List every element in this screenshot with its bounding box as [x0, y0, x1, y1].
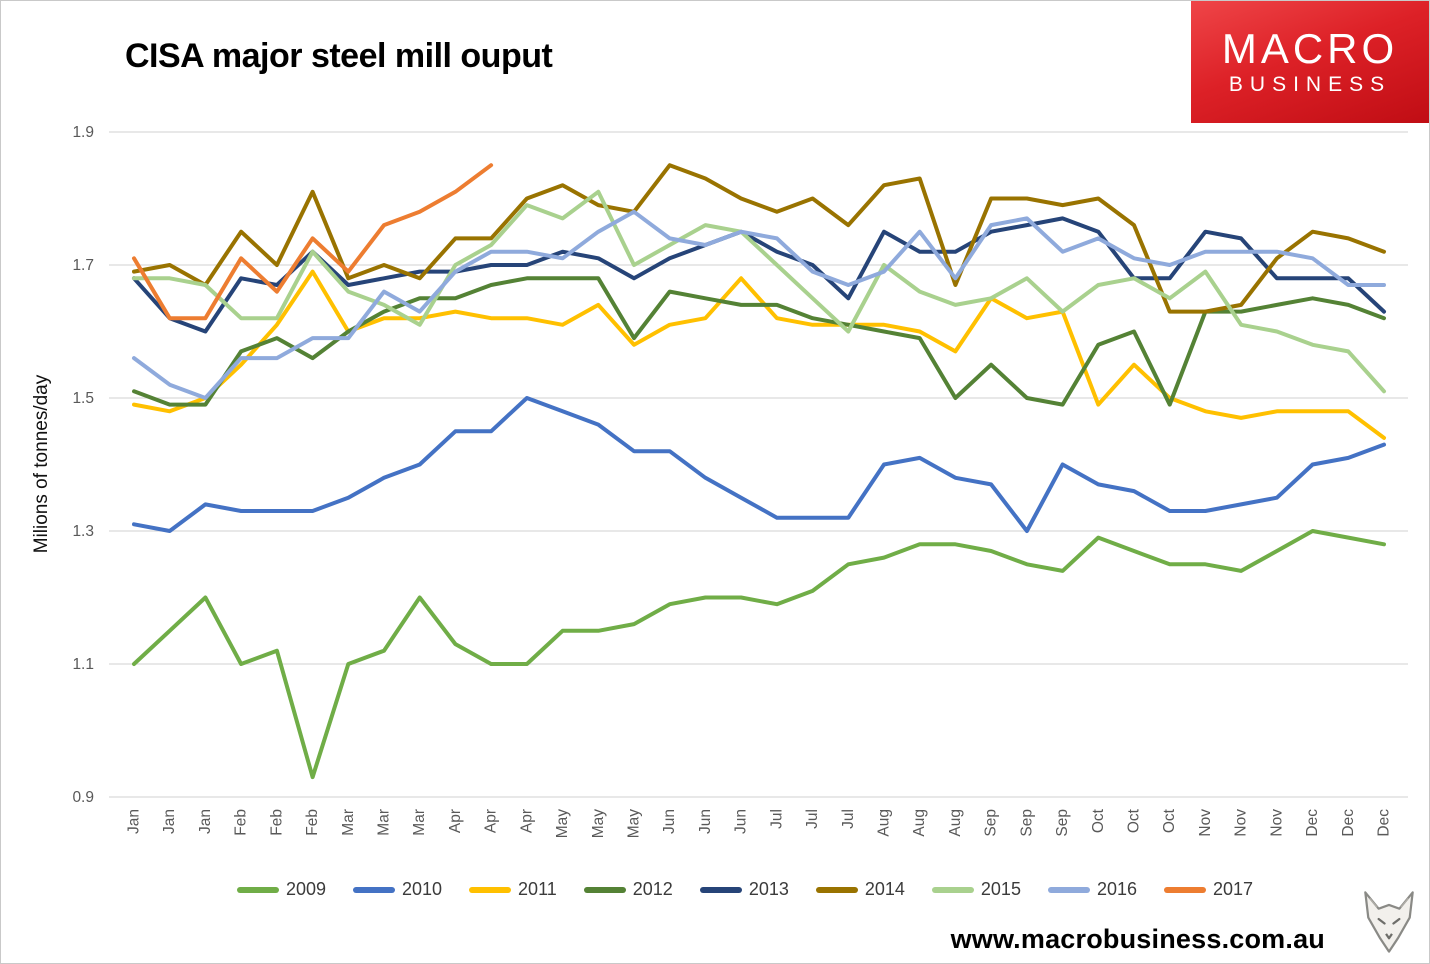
x-tick-label: Aug: [947, 809, 964, 837]
legend-item-2012: 2012: [583, 879, 673, 900]
x-tick-label: Nov: [1233, 809, 1250, 837]
chart-legend: 2009 2010 2011 2012 2013 2014 2015 2016 2017: [61, 879, 1429, 900]
legend-label-2014: 2014: [864, 879, 905, 899]
x-tick-label: May: [590, 809, 607, 839]
series-line-2013: [132, 216, 1386, 334]
x-tick-label: Jun: [697, 809, 714, 834]
legend-label-2012: 2012: [632, 879, 673, 899]
x-tick-label: Sep: [1018, 809, 1035, 837]
x-tick-label: Dec: [1376, 809, 1393, 837]
series-line-2012: [132, 276, 1386, 407]
x-tick-label: Jul: [804, 809, 821, 829]
chart-title: CISA major steel mill ouput: [125, 37, 553, 75]
legend-label-2011: 2011: [518, 879, 557, 899]
legend-label-2009: 2009: [285, 879, 326, 899]
y-tick-label: 0.9: [72, 789, 94, 806]
series-line-2015: [132, 189, 1386, 394]
legend-item-2009: 2009: [236, 879, 326, 900]
logo-line2: BUSINESS: [1228, 73, 1392, 97]
logo-line1: MACRO: [1221, 24, 1399, 72]
x-tick-label: Mar: [376, 809, 393, 836]
series-line-2010: [132, 396, 1386, 533]
legend-swatch-2011: [469, 886, 512, 893]
x-tick-label: Jul: [840, 809, 857, 829]
x-tick-label: Apr: [447, 809, 464, 833]
x-tick-label: Jan: [161, 809, 178, 834]
legend-swatch-2016: [1047, 886, 1090, 893]
legend-label-2015: 2015: [980, 879, 1021, 899]
legend-swatch-2017: [1164, 886, 1206, 893]
series-line-2016: [132, 209, 1386, 400]
x-tick-label: Jan: [126, 809, 143, 834]
y-tick-label: 1.7: [72, 257, 94, 274]
x-tick-label: Jun: [661, 809, 678, 834]
y-tick-label: 1.9: [72, 124, 94, 141]
x-tick-label: Feb: [304, 809, 321, 836]
series-line-2017: [132, 163, 494, 321]
x-tick-label: Jun: [733, 809, 750, 834]
x-tick-label: May: [626, 809, 643, 839]
legend-swatch-2015: [931, 886, 974, 893]
y-tick-label: 1.3: [72, 523, 94, 540]
x-tick-label: Jul: [768, 809, 785, 829]
legend-label-2016: 2016: [1096, 879, 1137, 899]
legend-item-2017: 2017: [1164, 879, 1253, 900]
x-tick-label: Dec: [1304, 809, 1321, 837]
legend-label-2017: 2017: [1213, 879, 1254, 899]
fox-logo-icon: [1364, 891, 1414, 953]
legend-label-2013: 2013: [748, 879, 789, 899]
series-line-2011: [132, 269, 1386, 440]
x-tick-label: Sep: [983, 809, 1000, 837]
x-tick-label: Jan: [197, 809, 214, 834]
x-tick-label: Mar: [340, 809, 357, 836]
legend-item-2015: 2015: [931, 879, 1021, 900]
macrobusiness-logo: MACRO BUSINESS: [1191, 1, 1429, 123]
x-tick-label: Oct: [1090, 808, 1107, 833]
legend-swatch-2013: [699, 886, 742, 893]
footer-url[interactable]: www.macrobusiness.com.au: [950, 924, 1325, 954]
legend-label-2010: 2010: [402, 879, 443, 899]
x-tick-label: Feb: [268, 809, 285, 836]
series-line-2009: [132, 529, 1386, 780]
x-tick-label: Dec: [1340, 809, 1357, 837]
legend-swatch-2010: [353, 886, 395, 893]
legend-item-2014: 2014: [815, 879, 905, 900]
x-tick-label: Nov: [1197, 809, 1214, 837]
legend-item-2016: 2016: [1047, 879, 1137, 900]
y-axis-title: Milions of tonnes/day: [31, 374, 52, 553]
x-tick-label: Apr: [518, 809, 535, 833]
y-tick-label: 1.1: [72, 656, 94, 673]
legend-swatch-2012: [583, 886, 626, 893]
legend-swatch-2009: [236, 886, 279, 893]
x-tick-label: Mar: [411, 809, 428, 836]
x-tick-label: May: [554, 809, 571, 839]
x-tick-label: Oct: [1161, 808, 1178, 833]
y-tick-label: 1.5: [72, 390, 94, 407]
legend-swatch-2014: [815, 886, 858, 893]
x-tick-label: Nov: [1268, 809, 1285, 837]
x-tick-label: Aug: [911, 809, 928, 837]
x-tick-label: Oct: [1126, 808, 1143, 833]
legend-item-2013: 2013: [699, 879, 789, 900]
x-tick-label: Apr: [483, 809, 500, 833]
legend-item-2010: 2010: [353, 879, 442, 900]
x-tick-label: Sep: [1054, 809, 1071, 837]
x-tick-label: Aug: [876, 809, 893, 837]
x-tick-label: Feb: [233, 809, 250, 836]
legend-item-2011: 2011: [469, 879, 557, 900]
